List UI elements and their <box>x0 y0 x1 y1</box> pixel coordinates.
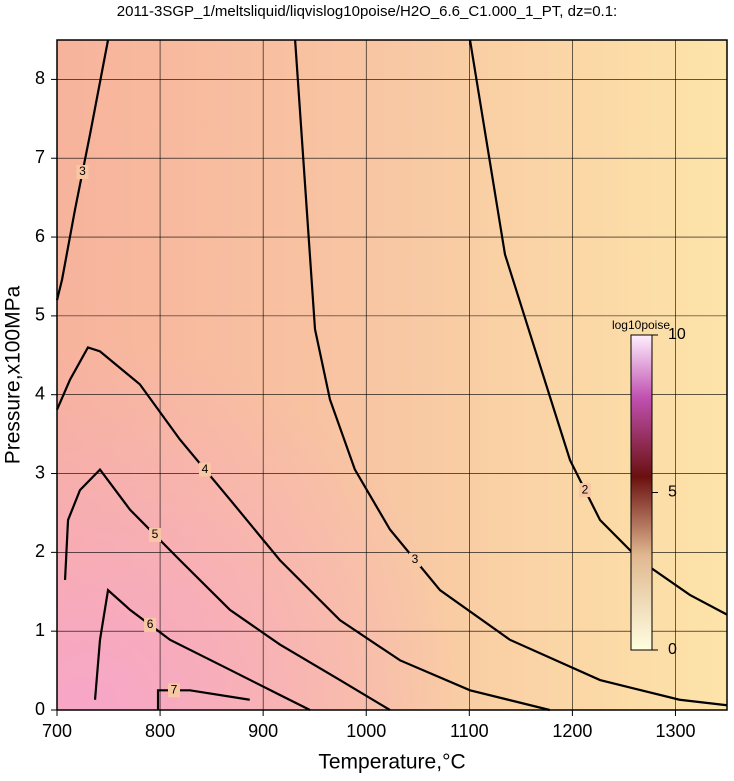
x-tick-label: 900 <box>248 721 278 741</box>
contour-label: 2 <box>582 482 589 496</box>
y-tick-label: 0 <box>35 699 45 719</box>
y-tick-label: 1 <box>35 620 45 640</box>
contour-label: 3 <box>412 552 419 566</box>
contour-label: 5 <box>152 527 159 541</box>
x-tick-label: 1100 <box>450 721 489 741</box>
colorbar-tick-label: 0 <box>668 641 677 658</box>
y-tick-label: 2 <box>35 541 45 561</box>
contour-label-bg <box>198 462 211 477</box>
contour-label-bg <box>76 165 89 180</box>
contour-label: 3 <box>79 164 86 178</box>
plot-frame <box>56 39 728 711</box>
contour-label-bg <box>579 483 592 498</box>
colorbar-label: log10poise <box>612 318 670 332</box>
chart-title: 2011-3SGP_1/meltsliquid/liqvislog10poise… <box>117 3 617 20</box>
contour-label-bg <box>144 617 157 632</box>
y-tick-label: 7 <box>35 147 45 167</box>
y-tick-label: 8 <box>35 68 45 88</box>
contour-label-bg <box>408 552 421 567</box>
contour-label-bg <box>167 683 180 698</box>
x-tick-label: 1000 <box>346 721 386 741</box>
x-axis-label: Temperature,°C <box>318 751 465 774</box>
y-tick-label: 4 <box>35 383 45 403</box>
x-tick-label: 1200 <box>552 721 592 741</box>
contour-label: 7 <box>171 682 178 696</box>
colorbar-tick-label: 5 <box>668 484 677 501</box>
x-tick-label: 800 <box>145 721 175 741</box>
x-tick-label: 1300 <box>655 721 695 741</box>
colorbar-tick-label: 10 <box>668 326 686 343</box>
y-tick-label: 5 <box>35 305 45 325</box>
contour-label: 4 <box>202 462 209 476</box>
contour-label: 6 <box>147 617 154 631</box>
contour-line <box>55 39 110 301</box>
contour-label-bg <box>149 528 162 543</box>
colorbar <box>630 334 653 651</box>
x-tick-label: 700 <box>42 721 72 741</box>
y-axis-label: Pressure,x100MPa <box>2 285 25 464</box>
plot-shade <box>57 40 727 710</box>
y-tick-label: 6 <box>35 226 45 246</box>
y-tick-label: 3 <box>35 462 45 482</box>
